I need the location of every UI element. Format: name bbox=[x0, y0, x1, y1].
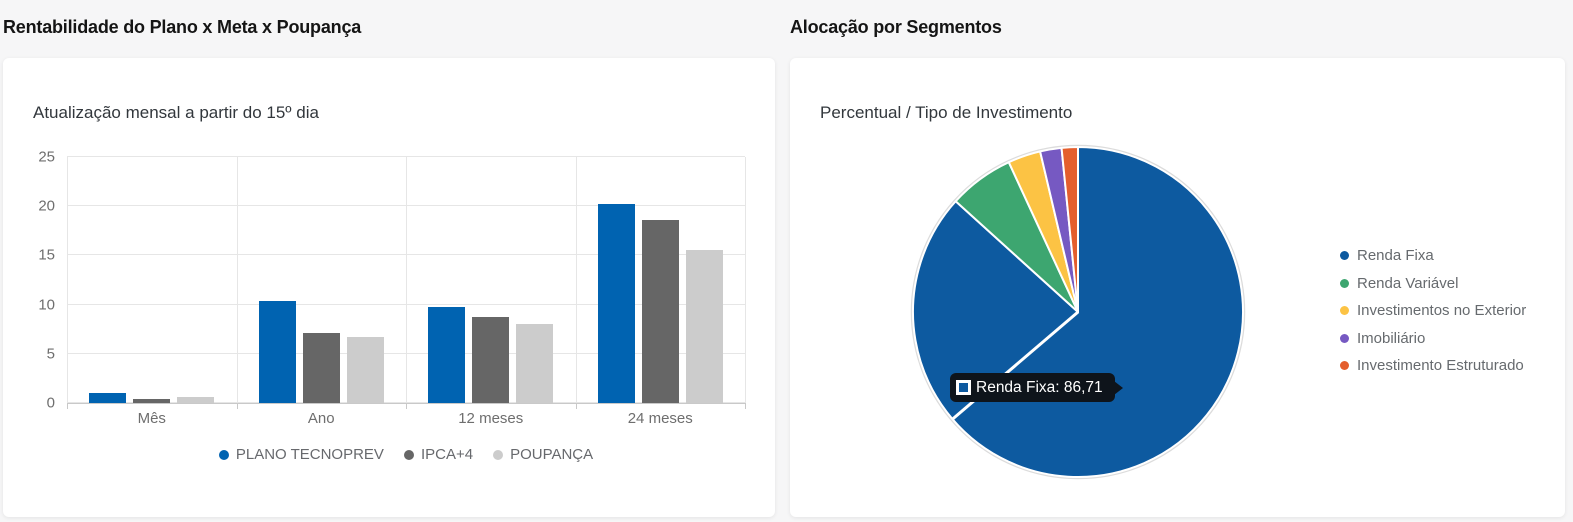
legend-dot-icon bbox=[1340, 361, 1349, 371]
y-axis-tick-label: 15 bbox=[38, 246, 55, 264]
y-axis-tick-label: 10 bbox=[38, 296, 55, 314]
bar-chart-subtitle: Atualização mensal a partir do 15º dia bbox=[33, 103, 319, 122]
legend-item-investimento-estruturado[interactable]: Investimento Estruturado bbox=[1340, 352, 1526, 380]
right-panel-title: Alocação por Segmentos bbox=[790, 17, 1002, 37]
bar-poupança[interactable] bbox=[685, 249, 723, 403]
gridline-vertical bbox=[236, 157, 238, 403]
x-axis-category-label: Ano bbox=[307, 410, 335, 427]
y-axis-tick-label: 20 bbox=[38, 197, 55, 215]
legend-item-renda-fixa[interactable]: Renda Fixa bbox=[1340, 242, 1526, 270]
bar-chart-x-axis-labels: Mês Ano 12 meses 24 meses bbox=[67, 410, 745, 427]
legend-item-investimentos-no-exterior[interactable]: Investimentos no Exterior bbox=[1340, 297, 1526, 325]
legend-label: IPCA+4 bbox=[420, 446, 474, 463]
pie-chart-card: Percentual / Tipo de Investimento Renda … bbox=[790, 58, 1565, 517]
legend-label: POUPANÇA bbox=[510, 446, 594, 463]
pie-tooltip-text: Renda Fixa: 86,71 bbox=[976, 378, 1103, 396]
bar-group-ano bbox=[237, 157, 407, 403]
gridline-vertical bbox=[575, 157, 577, 403]
x-axis-category-label: Mês bbox=[137, 410, 166, 427]
pie-chart[interactable] bbox=[908, 142, 1248, 482]
left-panel-title: Rentabilidade do Plano x Meta x Poupança bbox=[3, 17, 362, 37]
y-axis-tick-label: 0 bbox=[46, 394, 55, 412]
bar-chart-plot-area: 0 5 10 15 20 25 bbox=[38, 149, 746, 412]
bar-poupança[interactable] bbox=[516, 324, 554, 403]
legend-label: PLANO TECNOPREV bbox=[235, 446, 384, 463]
legend-label: Investimento Estruturado bbox=[1357, 357, 1524, 375]
legend-dot-icon bbox=[1340, 278, 1349, 288]
legend-dot-icon bbox=[493, 449, 504, 460]
pie-slice-investimento-estruturado[interactable] bbox=[1060, 145, 1079, 313]
tooltip-color-swatch bbox=[956, 380, 971, 395]
legend-item-ipca+4[interactable]: IPCA+4 bbox=[403, 446, 474, 463]
legend-label: Renda Variável bbox=[1357, 274, 1459, 292]
bar-group-mês bbox=[67, 157, 237, 403]
gridline-vertical bbox=[406, 157, 407, 403]
bar-chart-card: Atualização mensal a partir do 15º dia 0… bbox=[3, 58, 775, 517]
legend-label: Investimentos no Exterior bbox=[1357, 302, 1527, 320]
x-axis-category-label: 24 meses bbox=[627, 410, 693, 427]
panel-rentabilidade: Rentabilidade do Plano x Meta x Poupança… bbox=[3, 0, 775, 517]
legend-item-poupança[interactable]: POUPANÇA bbox=[493, 446, 593, 463]
panel-alocacao: Alocação por Segmentos Percentual / Tipo… bbox=[790, 0, 1565, 517]
bar-group-12-meses bbox=[406, 157, 576, 403]
gridline-vertical bbox=[67, 157, 68, 403]
x-axis-tick bbox=[67, 403, 68, 409]
legend-label: Imobiliário bbox=[1357, 329, 1426, 347]
legend-dot-icon bbox=[1340, 251, 1349, 261]
bar-plano-tecnoprev[interactable] bbox=[428, 306, 466, 403]
x-axis-line bbox=[67, 403, 745, 404]
x-axis-tick bbox=[745, 403, 746, 409]
legend-item-plano-tecnoprev[interactable]: PLANO TECNOPREV bbox=[218, 446, 384, 463]
legend-dot-icon bbox=[1340, 333, 1349, 343]
bar-poupança[interactable] bbox=[346, 337, 384, 403]
bar-plano-tecnoprev[interactable] bbox=[258, 301, 296, 403]
y-axis-tick-label: 25 bbox=[38, 148, 55, 166]
bar-ipca+4[interactable] bbox=[133, 398, 171, 403]
bar-chart-legend: PLANO TECNOPREV IPCA+4 POUPANÇA bbox=[67, 446, 745, 463]
y-axis-tick-label: 5 bbox=[46, 345, 55, 363]
legend-dot-icon bbox=[1340, 306, 1349, 316]
x-axis-tick bbox=[575, 403, 577, 409]
bar-poupança[interactable] bbox=[177, 396, 215, 403]
legend-dot-icon bbox=[218, 449, 229, 460]
pie-chart-subtitle: Percentual / Tipo de Investimento bbox=[820, 103, 1073, 122]
x-axis-tick bbox=[236, 403, 238, 409]
bar-plano-tecnoprev[interactable] bbox=[89, 393, 127, 403]
gridline-vertical bbox=[745, 157, 746, 403]
legend-dot-icon bbox=[403, 449, 414, 460]
tooltip-caret-icon bbox=[1113, 380, 1123, 395]
bar-ipca+4[interactable] bbox=[472, 317, 510, 403]
legend-label: Renda Fixa bbox=[1357, 247, 1434, 265]
gridline-horizontal bbox=[67, 156, 745, 157]
bar-ipca+4[interactable] bbox=[641, 220, 679, 403]
pie-tooltip: Renda Fixa: 86,71 bbox=[950, 373, 1123, 402]
pie-chart-legend: Renda Fixa Renda Variável Investimentos no… bbox=[1340, 242, 1526, 380]
bar-ipca+4[interactable] bbox=[302, 332, 340, 403]
bar-group-24-meses bbox=[576, 157, 746, 403]
x-axis-category-label: 12 meses bbox=[458, 410, 524, 427]
legend-item-renda-variável[interactable]: Renda Variável bbox=[1340, 270, 1526, 298]
legend-item-imobiliário[interactable]: Imobiliário bbox=[1340, 325, 1526, 353]
x-axis-tick bbox=[406, 403, 407, 409]
bar-plano-tecnoprev[interactable] bbox=[597, 203, 635, 403]
